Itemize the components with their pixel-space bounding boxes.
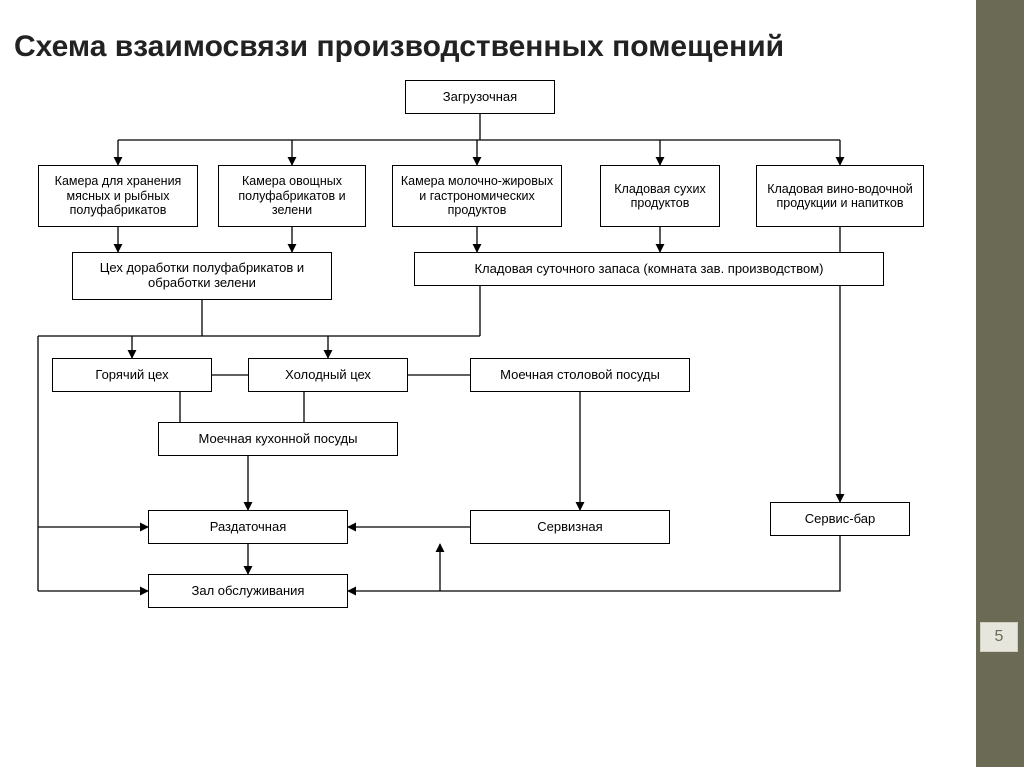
flowchart-node-veg: Камера овощных полуфабрикатов и зелени xyxy=(218,165,366,227)
flowchart-node-meatfish: Камера для хранения мясных и рыбных полу… xyxy=(38,165,198,227)
slide-sidebar: 5 xyxy=(976,0,1024,767)
flowchart-node-daystock: Кладовая суточного запаса (комната зав. … xyxy=(414,252,884,286)
flowchart-node-servicebar: Сервис-бар xyxy=(770,502,910,536)
flowchart-node-washkitch: Моечная кухонной посуды xyxy=(158,422,398,456)
flowchart-node-prepshop: Цех доработки полуфабрикатов и обработки… xyxy=(72,252,332,300)
flowchart-node-hot: Горячий цех xyxy=(52,358,212,392)
flowchart-edge-29 xyxy=(348,536,840,591)
flowchart-canvas: Загрузочная Камера для хранения мясных и … xyxy=(0,0,976,767)
flowchart-node-dry: Кладовая сухих продуктов xyxy=(600,165,720,227)
flowchart-node-serviz: Сервизная xyxy=(470,510,670,544)
page-number-badge: 5 xyxy=(980,622,1018,652)
flowchart-node-washdish: Моечная столовой посуды xyxy=(470,358,690,392)
flowchart-node-cold: Холодный цех xyxy=(248,358,408,392)
flowchart-node-dairy: Камера молочно-жировых и гастрономически… xyxy=(392,165,562,227)
flowchart-node-hall: Зал обслуживания xyxy=(148,574,348,608)
flowchart-node-alcohol: Кладовая вино-водочной продукции и напит… xyxy=(756,165,924,227)
flowchart-node-loading: Загрузочная xyxy=(405,80,555,114)
flowchart-node-distribute: Раздаточная xyxy=(148,510,348,544)
